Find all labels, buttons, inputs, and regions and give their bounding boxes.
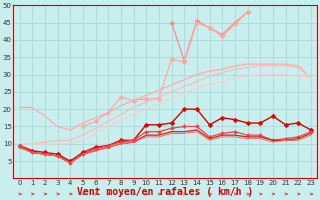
X-axis label: Vent moyen/en rafales ( km/h ): Vent moyen/en rafales ( km/h ) [77,187,253,197]
